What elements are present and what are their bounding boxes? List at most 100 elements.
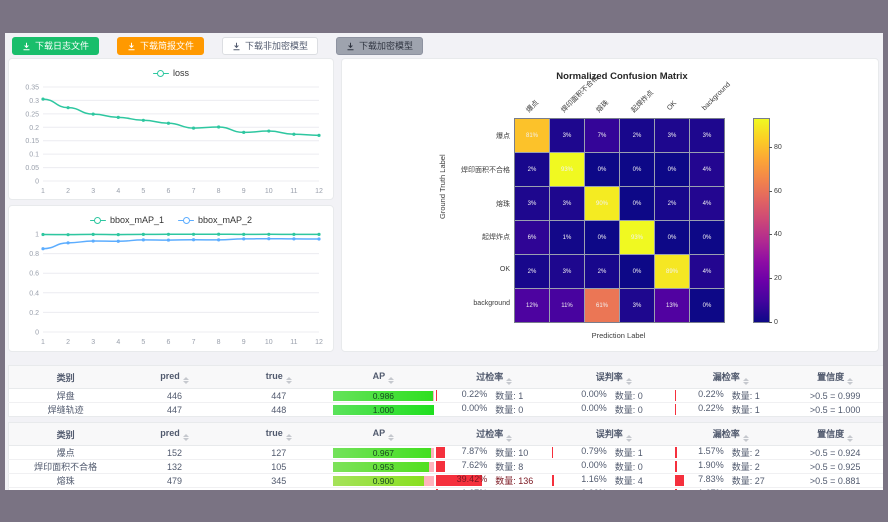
cell-true: 105 <box>226 459 331 474</box>
legend-label: bbox_mAP_1 <box>109 215 164 225</box>
svg-text:5: 5 <box>141 339 145 346</box>
legend-item-bbox-map-1[interactable]: bbox_mAP_1 <box>89 215 164 225</box>
column-header-7[interactable]: 置信度 <box>786 365 883 389</box>
legend-item-loss[interactable]: loss <box>152 68 189 78</box>
sort-caret[interactable] <box>742 434 749 442</box>
column-header-5[interactable]: 误判率 <box>552 422 676 446</box>
map-chart-legend: bbox_mAP_1 bbox_mAP_2 <box>9 206 333 228</box>
column-header-3[interactable]: AP <box>330 422 436 446</box>
cell-category: 焊盘 <box>8 388 123 403</box>
matrix-cell: 0% <box>655 153 689 186</box>
matrix-cell: 4% <box>690 187 724 220</box>
matrix-cell: 0% <box>620 187 654 220</box>
sort-caret[interactable] <box>506 434 513 442</box>
svg-text:1: 1 <box>41 339 45 346</box>
rate-bar <box>675 447 677 458</box>
rate-bar <box>435 475 482 486</box>
column-header-7[interactable]: 置信度 <box>786 422 883 446</box>
column-header-1[interactable]: pred <box>122 365 227 389</box>
cell-category: 焊缝轨迹 <box>47 405 84 415</box>
cell-over-rate: 0.00% 数量: 0 <box>461 403 524 415</box>
column-header-4[interactable]: 过检率 <box>435 422 553 446</box>
metrics-table-defects: 类别 pred true AP 过检率 误判率 漏检率 置信度 爆点 152 127 0.967 7.8… <box>8 422 883 490</box>
rate-bar <box>435 461 445 472</box>
svg-text:11: 11 <box>290 188 297 195</box>
column-header-2[interactable]: true <box>226 365 331 389</box>
table-row: 焊缝轨迹 447 448 1.000 0.00% 数量: 0 0.00% 数量: 0 0.22%… <box>9 403 884 417</box>
sort-caret[interactable] <box>285 376 292 384</box>
sort-caret[interactable] <box>625 434 632 442</box>
column-header-2[interactable]: true <box>226 422 331 446</box>
loss-line-chart: 00.050.10.150.20.250.30.351 2 3 4 5 6 7 8 9 10 11 1… <box>25 85 323 196</box>
sort-caret[interactable] <box>388 376 395 384</box>
matrix-column-label: 起焊炸点 <box>630 89 655 115</box>
column-header-4[interactable]: 过检率 <box>435 365 553 389</box>
ap-remainder-bar <box>423 475 434 486</box>
matrix-column-label: OK <box>665 99 678 112</box>
download-encrypted-model-button[interactable]: 下载加密模型 <box>336 37 424 55</box>
column-header-6[interactable]: 漏检率 <box>675 422 787 446</box>
sort-caret[interactable] <box>182 376 189 384</box>
matrix-row-label: 起焊炸点 <box>482 234 510 242</box>
svg-text:10: 10 <box>265 339 273 346</box>
cell-true: 448 <box>271 404 287 415</box>
matrix-row-label: 爆点 <box>496 132 510 140</box>
legend-label: loss <box>172 68 189 78</box>
ap-bar <box>332 489 434 490</box>
map-line-chart: 00.20.40.60.811 2 3 4 5 6 7 8 9 10 11 12 <box>29 232 323 347</box>
sort-caret[interactable] <box>847 377 854 385</box>
sort-caret[interactable] <box>388 433 395 441</box>
download-icon <box>128 42 135 50</box>
cell-confidence: >0.5 = 0.881 <box>786 473 883 488</box>
column-header-3[interactable]: AP <box>330 365 436 389</box>
sort-caret[interactable] <box>506 377 513 385</box>
download-plain-model-button[interactable]: 下载非加密模型 <box>222 37 319 55</box>
sort-caret[interactable] <box>285 433 292 441</box>
confusion-matrix-grid: 81% 3% 7% 2% 3% 3% 2% 93% 0% 0% 0% 4% 3% 3% 90% 0% 2% 4% 6… <box>514 118 725 323</box>
download-report-button[interactable]: 下载简报文件 <box>117 37 205 55</box>
matrix-column-label: 爆点 <box>525 99 541 115</box>
sort-caret[interactable] <box>847 434 854 442</box>
ap-remainder-bar <box>430 447 434 458</box>
legend-marker-icon <box>178 216 194 224</box>
matrix-row-label: 焊印面积不合格 <box>461 166 510 174</box>
column-header-0: 类别 <box>8 365 123 389</box>
cell-misjudge-rate: 0.00%数量: 0 <box>581 403 643 415</box>
cell-over-rate: 1.67%数量: 1 <box>435 487 553 490</box>
confusion-matrix-card: Normalized Confusion Matrix Ground Truth… <box>341 58 879 352</box>
cell-true: 60 <box>226 487 331 490</box>
matrix-cell: 0% <box>655 221 689 254</box>
cell-pred: 132 <box>122 459 227 474</box>
svg-text:12: 12 <box>315 188 323 195</box>
svg-text:0.35: 0.35 <box>25 85 39 92</box>
matrix-cell: 0% <box>620 255 654 288</box>
svg-text:3: 3 <box>91 188 95 195</box>
svg-text:2: 2 <box>66 188 70 195</box>
matrix-cell: 1% <box>550 221 584 254</box>
matrix-cell: 4% <box>690 255 724 288</box>
svg-text:1: 1 <box>35 232 39 239</box>
column-header-5[interactable]: 误判率 <box>552 365 676 389</box>
svg-text:1: 1 <box>41 188 45 195</box>
table-row: 爆点 152 127 0.967 7.87% 数量: 10 0.79% 数量: 1 1.57% 数… <box>8 445 883 460</box>
ap-remainder-bar <box>429 461 434 472</box>
download-log-button[interactable]: 下载日志文件 <box>12 37 100 55</box>
svg-text:9: 9 <box>242 188 246 195</box>
matrix-cell: 6% <box>515 221 549 254</box>
cell-misjudge-rate: 0.00%数量: 0 <box>552 459 676 474</box>
matrix-cell: 3% <box>655 119 689 152</box>
sort-caret[interactable] <box>742 377 749 385</box>
sort-caret[interactable] <box>182 433 189 441</box>
sort-caret[interactable] <box>625 377 632 385</box>
column-header-1[interactable]: pred <box>122 422 227 446</box>
svg-text:5: 5 <box>141 188 145 195</box>
svg-text:0.2: 0.2 <box>29 310 39 317</box>
column-header-6[interactable]: 漏检率 <box>675 365 787 389</box>
y-axis-label: Ground Truth Label <box>438 154 447 219</box>
legend-item-bbox-map-2[interactable]: bbox_mAP_2 <box>178 215 252 225</box>
loss-chart-card: loss 0 0.05 0.1 0.15 0.2 0.25 0.3 0.35 1 2 3 4 5 6 7 8 9… <box>8 58 334 200</box>
rate-bar <box>675 489 677 490</box>
cell-true: 127 <box>226 445 331 460</box>
cell-confidence: >0.5 = 0.925 <box>786 459 883 474</box>
cell-ap: 0.967 <box>330 445 436 460</box>
